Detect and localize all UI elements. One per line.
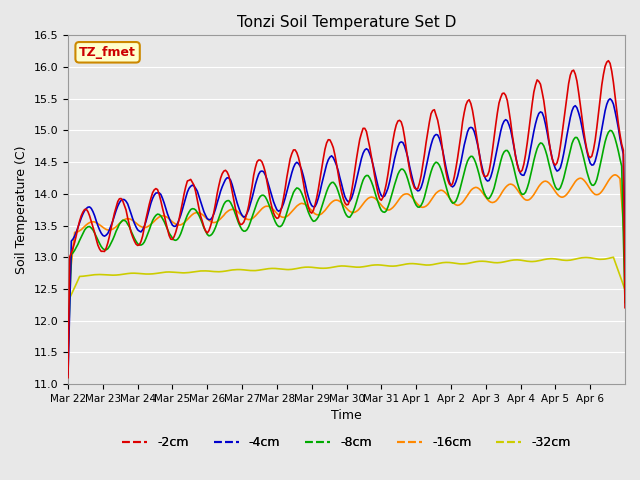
Title: Tonzi Soil Temperature Set D: Tonzi Soil Temperature Set D xyxy=(237,15,456,30)
Legend: -2cm, -4cm, -8cm, -16cm, -32cm: -2cm, -4cm, -8cm, -16cm, -32cm xyxy=(117,432,576,455)
X-axis label: Time: Time xyxy=(331,409,362,422)
Y-axis label: Soil Temperature (C): Soil Temperature (C) xyxy=(15,145,28,274)
Text: TZ_fmet: TZ_fmet xyxy=(79,46,136,59)
